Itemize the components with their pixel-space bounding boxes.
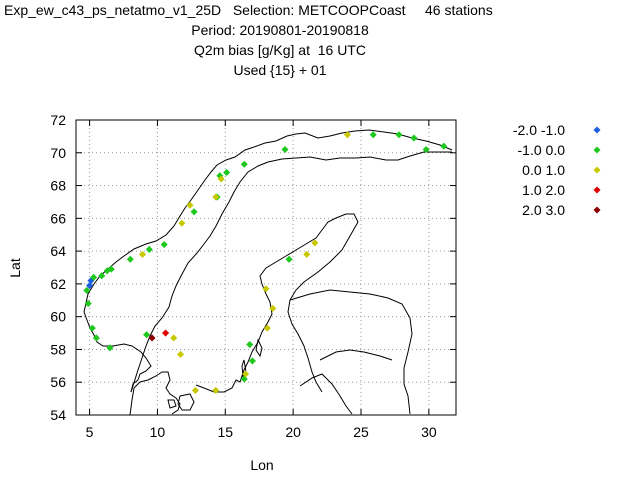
x-tick-label: 20 <box>285 424 301 440</box>
data-point-series-2-6 <box>303 250 311 258</box>
data-point-series-2-4 <box>212 193 220 201</box>
island-funen <box>167 399 177 409</box>
chart-title-line-1: Exp_ew_c43_ps_netatmo_v1_25D Selection: … <box>4 2 493 18</box>
legend-entry-marker-3 <box>593 186 601 194</box>
data-point-series-1-20 <box>395 131 403 139</box>
coastline-sweden-bothnia <box>239 213 359 393</box>
coastline-denmark <box>129 371 181 416</box>
y-axis-label: Lat <box>7 258 23 278</box>
y-tick-label: 70 <box>50 145 66 161</box>
data-point-series-0-1 <box>86 281 94 290</box>
data-point-series-1-10 <box>126 255 134 263</box>
data-point-series-1-9 <box>143 331 151 339</box>
legend-entry-marker-1 <box>593 146 601 154</box>
coastline-map <box>83 129 453 416</box>
data-point-series-1-18 <box>281 145 289 154</box>
island-gotland <box>255 338 263 358</box>
legend-entry-label: -2.0 -1.0 <box>513 122 565 138</box>
island-oland <box>241 359 247 378</box>
data-points <box>83 131 448 394</box>
axis-ticks: 5 10 15 20 25 30 54 56 58 60 62 64 66 68 70 72 <box>50 112 456 440</box>
coastline-skane <box>195 379 241 393</box>
x-tick-label: 30 <box>421 424 437 440</box>
legend-entry-label: 1.0 2.0 <box>522 182 565 198</box>
y-tick-label: 72 <box>50 112 66 128</box>
data-point-series-2-8 <box>262 285 270 293</box>
y-tick-label: 56 <box>50 374 66 390</box>
x-tick-label: 5 <box>86 424 94 440</box>
data-point-series-3-0 <box>162 329 170 337</box>
legend-entry-label: 2.0 3.0 <box>522 202 565 218</box>
chart-title-line-2: Period: 20190801-20190818 <box>191 22 369 38</box>
chart-title-block: Exp_ew_c43_ps_netatmo_v1_25D Selection: … <box>0 0 560 80</box>
data-point-series-2-14 <box>212 386 220 394</box>
plot-area-frame <box>75 119 457 416</box>
data-point-series-1-0 <box>83 286 91 294</box>
data-point-series-1-24 <box>285 255 293 263</box>
legend-entry-marker-0 <box>593 126 601 134</box>
data-point-series-2-10 <box>263 324 271 332</box>
data-point-series-2-13 <box>191 386 199 394</box>
coastline-latvia <box>299 373 353 415</box>
data-point-series-1-1 <box>90 273 98 281</box>
data-point-series-1-21 <box>410 134 418 142</box>
legend-entry-label: -1.0 0.0 <box>518 142 566 158</box>
legend-entry-marker-2 <box>593 166 601 174</box>
data-point-series-1-26 <box>248 357 256 365</box>
data-point-series-2-5 <box>343 131 351 139</box>
data-point-series-2-2 <box>186 201 194 209</box>
y-tick-label: 68 <box>50 178 66 194</box>
data-point-series-1-16 <box>223 168 231 176</box>
y-tick-label: 58 <box>50 341 66 357</box>
data-point-series-1-6 <box>88 324 96 332</box>
data-point-series-2-15 <box>242 370 250 378</box>
data-point-series-1-17 <box>240 160 248 168</box>
data-point-series-1-2 <box>98 272 106 280</box>
y-tick-label: 62 <box>50 276 66 292</box>
y-tick-label: 54 <box>50 407 66 423</box>
data-point-series-1-23 <box>440 142 448 150</box>
y-tick-label: 64 <box>50 243 66 259</box>
data-point-series-1-5 <box>84 300 92 308</box>
x-tick-label: 15 <box>217 424 233 440</box>
y-tick-label: 66 <box>50 210 66 226</box>
legend: -2.0 -1.0 -1.0 0.0 0.0 1.0 1.0 2.0 2.0 3.… <box>513 122 601 218</box>
data-point-series-2-3 <box>217 175 225 183</box>
data-point-series-2-9 <box>269 304 277 313</box>
x-axis-label: Lon <box>250 457 273 473</box>
data-point-series-2-12 <box>176 350 185 358</box>
chart-title-line-3: Q2m bias [g/Kg] at 16 UTC <box>194 42 366 58</box>
data-point-series-2-11 <box>170 334 178 342</box>
coastline-finland <box>289 289 413 415</box>
data-point-series-1-22 <box>422 145 430 154</box>
data-point-series-2-1 <box>178 219 186 227</box>
data-point-series-1-27 <box>246 340 254 349</box>
data-point-series-2-7 <box>311 239 319 247</box>
border-norway-sweden <box>130 151 452 393</box>
legend-entry-marker-4 <box>593 206 601 214</box>
coastline-norway <box>83 129 453 393</box>
data-point-series-4-0 <box>148 334 156 342</box>
data-point-series-1-19 <box>369 131 377 139</box>
data-point-series-1-13 <box>190 208 198 216</box>
data-point-series-1-11 <box>145 245 153 254</box>
data-point-series-1-7 <box>92 334 100 342</box>
x-tick-label: 10 <box>150 424 166 440</box>
data-point-series-1-25 <box>240 375 248 383</box>
data-point-series-1-4 <box>107 265 115 273</box>
y-tick-label: 60 <box>50 309 66 325</box>
data-point-series-1-8 <box>106 344 114 352</box>
data-point-series-1-12 <box>160 241 168 249</box>
legend-entry-label: 0.0 1.0 <box>522 162 565 178</box>
x-tick-label: 25 <box>353 424 369 440</box>
island-zealand <box>177 393 195 411</box>
chart-title-line-4: Used {15} + 01 <box>233 62 327 78</box>
coastline-baltics <box>319 349 393 361</box>
data-point-series-2-0 <box>138 250 147 258</box>
